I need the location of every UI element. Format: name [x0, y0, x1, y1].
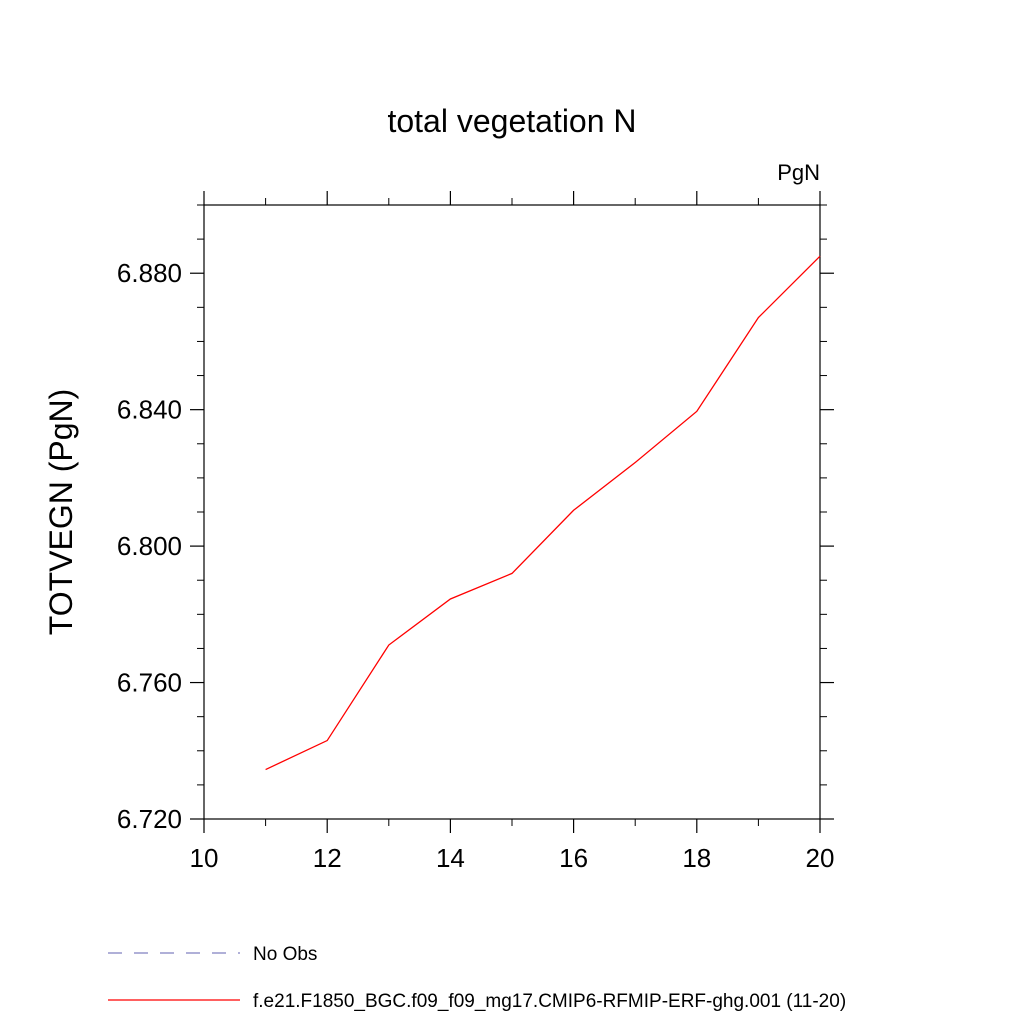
y-tick-label: 6.840	[117, 395, 182, 425]
x-tick-label: 12	[313, 843, 342, 873]
y-tick-label: 6.880	[117, 258, 182, 288]
x-tick-label: 14	[436, 843, 465, 873]
chart-title: total vegetation N	[387, 103, 636, 139]
y-tick-label: 6.800	[117, 531, 182, 561]
legend-label: f.e21.F1850_BGC.f09_f09_mg17.CMIP6-RFMIP…	[253, 991, 846, 1012]
plot-frame	[203, 204, 821, 820]
x-tick-label: 10	[190, 843, 219, 873]
legend-label: No Obs	[253, 944, 317, 965]
units-label: PgN	[777, 160, 820, 185]
x-tick-label: 18	[682, 843, 711, 873]
plot-area: 10 12 14 16 18 20 6.720 6.760 6.800 6.840 6.880	[117, 191, 835, 873]
y-tick-label: 6.720	[117, 804, 182, 834]
legend: No Obs f.e21.F1850_BGC.f09_f09_mg17.CMIP6…	[108, 944, 846, 1012]
series-line	[265, 255, 821, 771]
x-tick-label: 20	[806, 843, 835, 873]
y-axis-label: TOTVEGN (PgN)	[43, 389, 79, 636]
x-tick-label: 16	[559, 843, 588, 873]
y-tick-label: 6.760	[117, 668, 182, 698]
